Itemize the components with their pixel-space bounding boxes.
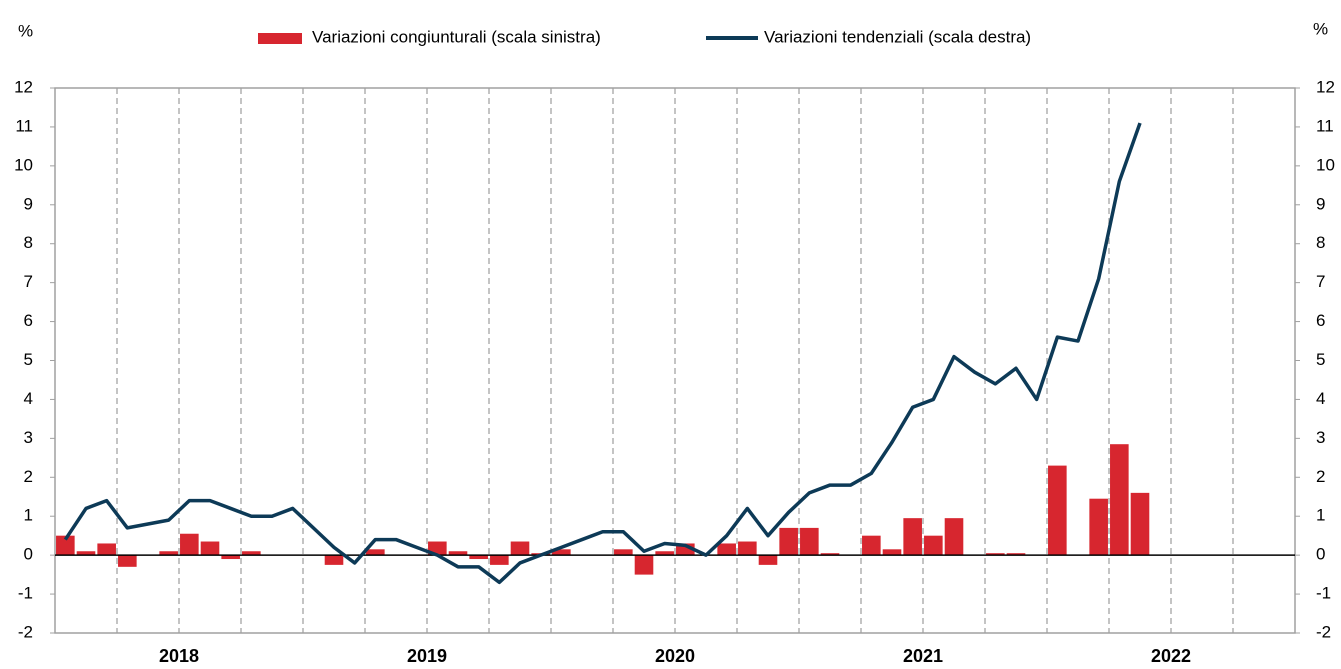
y2-tick-label: 2 [1316,467,1325,486]
bar [800,527,819,556]
y-tick-label: 2 [24,467,33,486]
y2-tick-label: 5 [1316,350,1325,369]
y-tick-label: 12 [14,77,33,96]
bar [944,518,964,556]
bar [200,541,220,556]
bar [490,555,509,565]
y2-axis-label: % [1313,19,1328,38]
bar [655,551,674,556]
y-tick-label: 5 [24,350,33,369]
bar [1006,553,1026,556]
bar [614,549,633,556]
y2-tick-label: 12 [1316,77,1335,96]
y-tick-label: 8 [24,233,33,252]
bar [97,543,116,556]
y-tick-label: 4 [24,389,33,408]
y-tick-label: 1 [24,506,33,525]
legend-swatch [258,33,302,44]
y2-tick-label: 8 [1316,233,1325,252]
bar [676,543,695,556]
legend-label: Variazioni congiunturali (scala sinistra… [312,27,601,46]
bar [324,555,344,565]
bar [903,518,922,556]
y-tick-label: 3 [24,428,33,447]
y2-tick-label: 1 [1316,506,1325,525]
bar [986,553,1005,556]
bar [738,541,757,556]
bar [717,543,736,556]
y2-tick-label: 0 [1316,545,1325,564]
y2-tick-label: 10 [1316,155,1335,174]
bar [552,549,571,556]
bar [924,535,943,556]
x-tick-label: 2021 [903,646,943,666]
y2-tick-label: 3 [1316,428,1325,447]
line [63,122,1142,585]
bar [634,555,654,575]
bar [882,549,902,556]
y2-tick-label: -2 [1316,622,1331,641]
y-tick-label: -2 [18,622,33,641]
y-axis-label: % [18,21,33,40]
bar [779,527,798,556]
bar [242,551,261,556]
y2-tick-label: 7 [1316,272,1325,291]
y2-tick-label: 11 [1316,116,1334,135]
bar [76,551,96,556]
bar [180,533,199,556]
bar [862,535,881,556]
y-tick-label: 9 [24,194,33,213]
x-tick-label: 2020 [655,646,695,666]
y-tick-label: 0 [24,545,33,564]
bar [820,553,840,556]
bar [1130,492,1150,556]
bar [56,535,75,556]
y2-tick-label: 4 [1316,389,1325,408]
y-tick-label: 6 [24,311,33,330]
bar [221,555,240,560]
bar [118,555,137,567]
y2-tick-label: -1 [1316,584,1331,603]
bar [758,555,778,565]
bar [448,551,468,556]
y2-tick-label: 9 [1316,194,1325,213]
bar [159,551,178,556]
y-tick-label: 10 [14,155,33,174]
legend-label: Variazioni tendenziali (scala destra) [764,27,1031,46]
x-tick-label: 2019 [407,646,447,666]
x-tick-label: 2018 [159,646,199,666]
bar [510,541,530,556]
y-tick-label: -1 [18,584,33,603]
bar [1110,444,1129,556]
x-tick-label: 2022 [1151,646,1191,666]
bar [366,549,385,556]
y2-tick-label: 6 [1316,311,1325,330]
y-tick-label: 7 [24,272,33,291]
bar [1089,498,1108,556]
bar [1048,465,1067,556]
bar [469,555,488,560]
y-tick-label: 11 [15,116,33,135]
